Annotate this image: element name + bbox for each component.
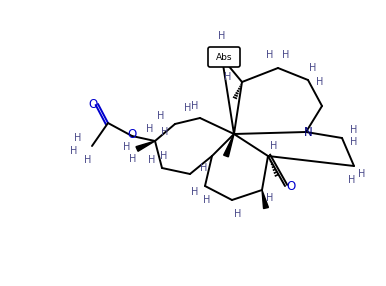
Text: H: H — [218, 31, 226, 41]
FancyBboxPatch shape — [208, 47, 240, 67]
Text: H: H — [316, 77, 324, 87]
Text: H: H — [266, 50, 274, 60]
Text: H: H — [282, 50, 290, 60]
Text: H: H — [348, 175, 356, 185]
Text: H: H — [266, 193, 274, 203]
Text: H: H — [200, 163, 208, 173]
Text: H: H — [146, 124, 154, 134]
Polygon shape — [136, 141, 155, 151]
Text: H: H — [270, 141, 278, 151]
Text: H: H — [191, 187, 199, 197]
Text: N: N — [304, 126, 312, 138]
Text: Abs: Abs — [216, 53, 232, 61]
Polygon shape — [262, 190, 268, 208]
Text: O: O — [286, 180, 296, 192]
Text: H: H — [203, 195, 211, 205]
Text: H: H — [358, 169, 366, 179]
Text: H: H — [70, 146, 78, 156]
Text: O: O — [88, 98, 98, 110]
Text: H: H — [184, 103, 192, 113]
Text: H: H — [148, 155, 156, 165]
Text: H: H — [123, 142, 131, 152]
Text: H: H — [157, 111, 165, 121]
Text: H: H — [74, 133, 82, 143]
Text: H: H — [234, 209, 242, 219]
Text: O: O — [127, 128, 137, 142]
Text: H: H — [350, 137, 358, 147]
Text: H: H — [129, 154, 137, 164]
Text: H: H — [161, 127, 169, 137]
Text: H: H — [309, 63, 317, 73]
Polygon shape — [223, 134, 234, 157]
Text: H: H — [191, 101, 199, 111]
Text: H: H — [350, 125, 358, 135]
Text: H: H — [160, 151, 168, 161]
Text: H: H — [224, 72, 232, 82]
Text: H: H — [84, 155, 92, 165]
